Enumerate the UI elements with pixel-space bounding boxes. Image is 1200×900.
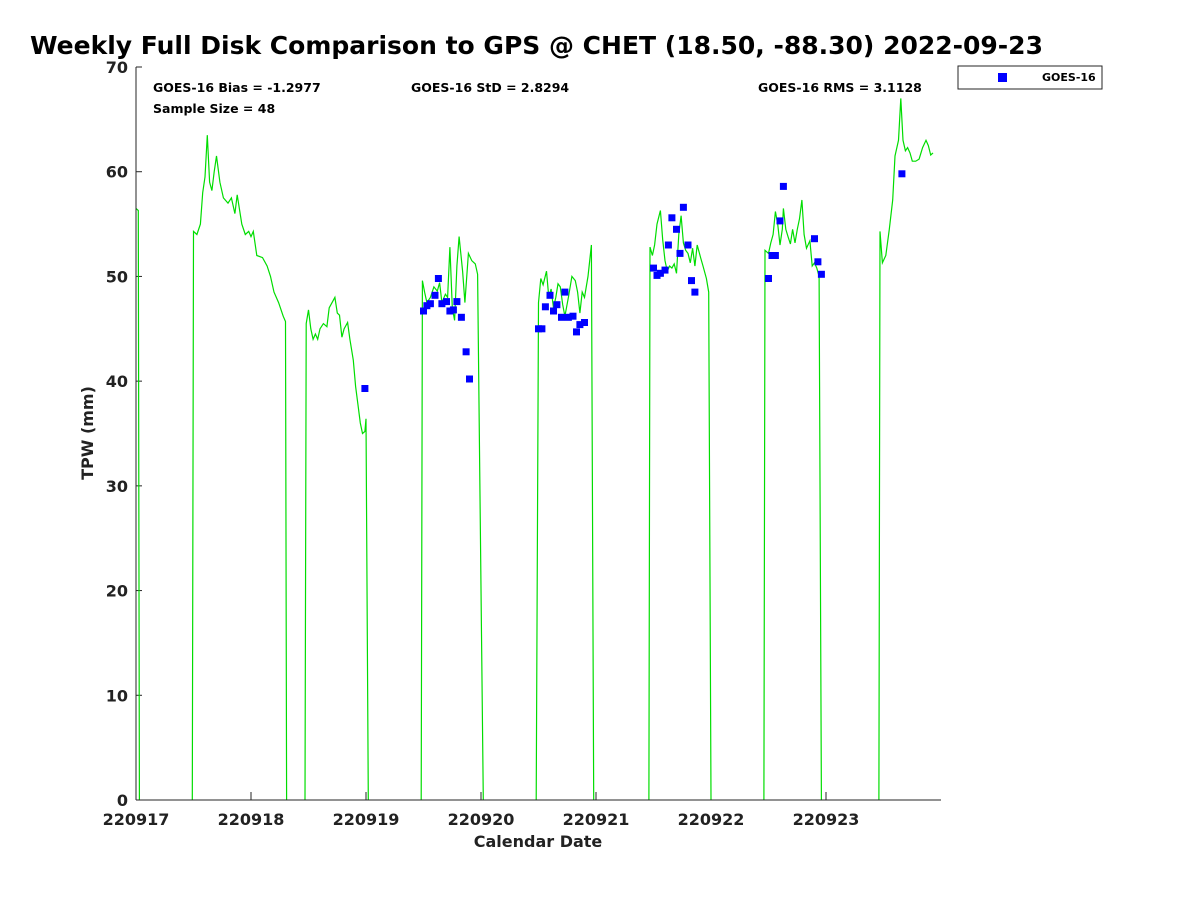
stat-bias: GOES-16 Bias = -1.2977 (153, 80, 321, 95)
goes16-point (661, 266, 669, 274)
x-tick-label: 220921 (563, 810, 630, 829)
goes16-point (656, 269, 664, 277)
goes16-point (538, 325, 546, 333)
y-tick-label: 30 (106, 477, 128, 496)
goes16-point (443, 298, 450, 306)
goes16-point (776, 217, 784, 225)
goes16-point (664, 241, 672, 249)
goes16-point (553, 301, 561, 309)
y-tick-label: 50 (106, 267, 128, 286)
y-tick-label: 20 (106, 582, 128, 601)
goes16-point (561, 288, 569, 296)
goes16-point (564, 313, 572, 321)
goes16-point (457, 313, 465, 321)
chart-title: Weekly Full Disk Comparison to GPS @ CHE… (30, 31, 1043, 60)
gps-series-line (420, 236, 484, 801)
series-layer (135, 98, 934, 801)
goes16-point (449, 306, 457, 314)
x-tick-label: 220922 (678, 810, 745, 829)
goes16-point (546, 291, 554, 299)
y-tick-label: 10 (106, 686, 128, 705)
goes16-point (691, 288, 699, 296)
goes16-point (573, 328, 580, 336)
goes16-point (438, 300, 446, 308)
goes16-point (426, 300, 434, 308)
x-tick-label: 220920 (448, 810, 515, 829)
y-tick-label: 40 (106, 372, 128, 391)
goes16-point (576, 321, 584, 329)
plot-area (136, 67, 941, 800)
goes16-point (765, 275, 772, 282)
x-axis-ticks: 220917 220918 220919 220920 220921 220922 2209… (103, 792, 860, 829)
y-tick-label: 60 (106, 163, 128, 182)
x-axis-label: Calendar Date (474, 832, 603, 851)
legend-label-goes16: GOES-16 (1042, 71, 1096, 84)
goes16-point (688, 277, 695, 285)
goes16-point (684, 241, 692, 249)
gps-series-line (763, 199, 823, 801)
goes16-point (550, 307, 557, 315)
goes16-point (673, 225, 680, 233)
stat-std: GOES-16 StD = 2.8294 (411, 80, 569, 95)
goes16-point (558, 313, 565, 321)
goes16-point (434, 275, 442, 282)
gps-series-line (304, 295, 369, 801)
gps-series-line (191, 135, 288, 801)
goes16-point (462, 348, 470, 356)
x-tick-label: 220918 (218, 810, 285, 829)
goes16-point (420, 307, 427, 315)
y-tick-label: 70 (106, 58, 128, 77)
gps-series-line (535, 244, 595, 801)
stat-sample-size: Sample Size = 48 (153, 101, 275, 116)
goes16-point (541, 303, 549, 311)
x-tick-label: 220917 (103, 810, 170, 829)
goes16-point (771, 252, 779, 259)
goes16-point (361, 385, 369, 392)
goes16-point (453, 298, 461, 306)
goes16-point (569, 312, 577, 320)
gps-series-line (878, 98, 934, 801)
x-tick-label: 220919 (333, 810, 400, 829)
y-tick-label: 0 (117, 791, 128, 810)
gps-series-line (135, 207, 140, 801)
goes16-point (814, 258, 822, 266)
goes16-point (779, 182, 787, 190)
stat-rms: GOES-16 RMS = 3.1128 (758, 80, 922, 95)
goes16-point (431, 291, 439, 299)
goes16-point (581, 319, 588, 326)
legend-marker-goes16 (998, 73, 1007, 82)
goes16-point (650, 264, 657, 272)
gps-series-line (648, 210, 712, 801)
goes16-point (811, 235, 818, 243)
goes16-point (676, 249, 684, 257)
goes16-point (898, 170, 906, 178)
goes16-point (668, 214, 676, 222)
y-axis-label: TPW (mm) (78, 386, 97, 480)
goes16-point (679, 203, 687, 211)
goes16-point (817, 270, 825, 278)
x-tick-label: 220923 (793, 810, 860, 829)
legend-box (957, 65, 1103, 90)
legend: GOES-16 (957, 65, 1103, 90)
y-axis-ticks: 0 10 20 30 40 50 60 70 (106, 58, 142, 810)
goes16-point (466, 375, 473, 383)
